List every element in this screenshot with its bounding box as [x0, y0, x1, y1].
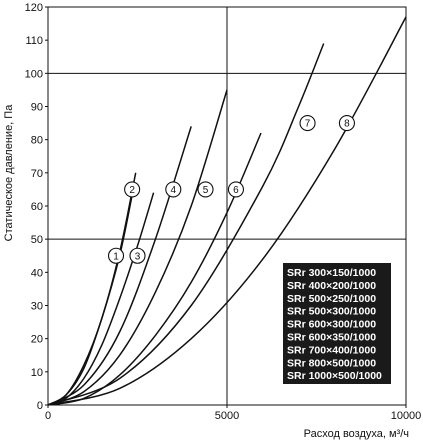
legend-entry: SRr 400×200/1000	[287, 280, 376, 292]
curve-marker-label-3: 3	[135, 251, 141, 262]
legend-entry: SRr 1000×500/1000	[287, 370, 382, 382]
curve-marker-label-1: 1	[113, 251, 119, 262]
x-tick-label: 10000	[391, 410, 422, 422]
grid-lines	[48, 7, 406, 405]
curve-3	[47, 192, 155, 406]
curve-marker-3	[129, 247, 146, 264]
curve-marker-6	[227, 181, 244, 198]
x-axis-label: Расход воздуха, м³/ч	[304, 428, 409, 440]
curve-marker-label-2: 2	[129, 185, 135, 196]
legend-entry: SRr 500×300/1000	[287, 306, 376, 318]
y-axis-label: Статическое давление, Па	[3, 104, 15, 242]
curve-marker-7	[299, 115, 316, 132]
y-tick-label: 0	[37, 400, 43, 412]
legend-entry: SRr 300×150/1000	[287, 267, 376, 279]
y-tick-label: 100	[25, 68, 43, 80]
legend-entry: SRr 500×250/1000	[287, 293, 376, 305]
curves	[47, 16, 407, 406]
y-tick-label: 10	[31, 367, 43, 379]
y-tick-label: 70	[31, 168, 43, 180]
curve-marker-4	[165, 181, 182, 198]
legend-entry: SRr 600×300/1000	[287, 319, 376, 331]
y-tick-label: 40	[31, 267, 43, 279]
x-axis-ticks: 0 5000 10000	[45, 405, 421, 422]
y-tick-label: 120	[25, 2, 43, 14]
legend-box	[283, 263, 391, 384]
legend-entry: SRr 700×400/1000	[287, 344, 376, 356]
x-tick-label: 5000	[215, 410, 239, 422]
curve-markers: 1 2 3 4 5 6 7 8	[107, 115, 355, 264]
y-axis-ticks: 0 10 20 30 40 50 60 70 80 90 100 110 120	[25, 2, 48, 412]
y-tick-label: 20	[31, 334, 43, 346]
curve-5	[47, 89, 228, 406]
curve-marker-label-7: 7	[305, 119, 311, 130]
curve-marker-label-5: 5	[203, 185, 209, 196]
y-tick-label: 50	[31, 234, 43, 246]
curve-marker-1	[107, 247, 125, 264]
curve-7	[47, 43, 325, 406]
curve-6	[47, 132, 262, 406]
y-tick-label: 110	[25, 35, 43, 47]
y-tick-label: 30	[31, 301, 43, 313]
curve-8	[47, 16, 407, 406]
curve-4	[47, 126, 192, 406]
curve-marker-2	[124, 181, 141, 198]
x-tick-label: 0	[45, 410, 51, 422]
y-tick-label: 60	[31, 201, 43, 213]
legend-entry: SRr 600×350/1000	[287, 332, 376, 344]
y-tick-label: 80	[31, 135, 43, 147]
curve-2	[47, 172, 137, 406]
curve-marker-5	[197, 181, 214, 198]
legend-entry: SRr 800×500/1000	[287, 357, 376, 369]
curve-marker-label-4: 4	[171, 185, 177, 196]
curve-marker-label-8: 8	[344, 119, 350, 130]
curve-marker-8	[338, 115, 355, 132]
y-tick-label: 90	[31, 102, 43, 114]
curve-marker-label-6: 6	[233, 185, 239, 196]
